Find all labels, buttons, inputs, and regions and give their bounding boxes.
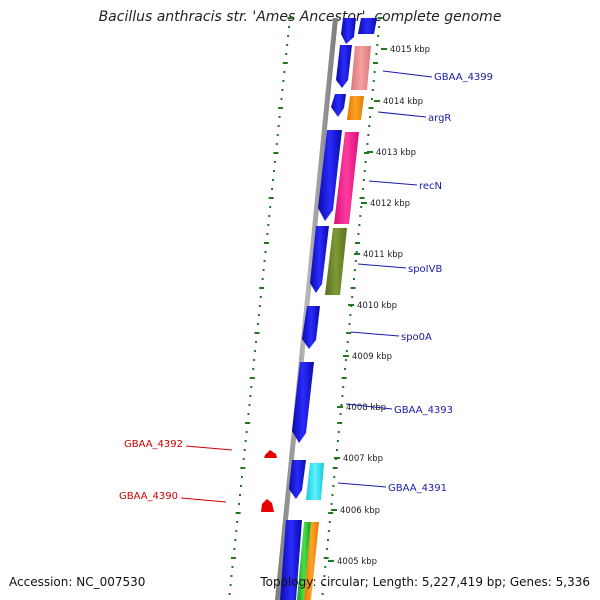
gene-label: GBAA_4391	[388, 483, 447, 494]
cog-block	[347, 96, 364, 120]
cog-category-track	[297, 18, 377, 600]
gene-label: argR	[428, 113, 451, 124]
label-leader-line	[368, 180, 418, 186]
forward-gene-arrow	[280, 520, 302, 600]
reverse-gene-arrow	[261, 499, 274, 512]
gene-label: GBAA_4392	[124, 439, 183, 450]
ruler-label: 4010 kbp	[357, 301, 397, 311]
cog-block	[304, 522, 319, 600]
map-title: Bacillus anthracis str. 'Ames Ancestor',…	[98, 9, 502, 25]
sequence-ruler: 4015 kbp 4014 kbp 4013 kbp 4012 kbp 4011 kbp…	[328, 45, 430, 567]
label-leader-line	[185, 445, 233, 451]
reverse-gene-arrow	[264, 450, 277, 458]
ruler-label: 4005 kbp	[337, 557, 377, 567]
forward-gene-arrow	[289, 460, 306, 499]
ruler-label: 4008 kbp	[346, 403, 386, 413]
label-leader-line	[337, 482, 387, 488]
ruler-label: 4013 kbp	[376, 148, 416, 158]
accession-label: Accession: NC_007530	[9, 575, 146, 589]
backbone-line	[275, 18, 338, 600]
label-leader-line	[357, 263, 407, 269]
cog-block	[358, 18, 377, 34]
label-leader-line	[382, 70, 433, 78]
ruler-label: 4012 kbp	[370, 199, 410, 209]
label-leader-line	[350, 331, 400, 337]
reverse-strand-features	[261, 450, 277, 512]
gene-labels: GBAA_4399 argR recN spoIVB spo0A GBAA_4393 GBA…	[119, 70, 493, 503]
forward-strand-features	[280, 18, 356, 600]
label-leader-line	[180, 497, 227, 503]
cog-block	[334, 132, 359, 224]
label-leader-line	[377, 111, 427, 118]
ruler-label: 4007 kbp	[343, 454, 383, 464]
gene-label: GBAA_4399	[434, 72, 493, 83]
forward-gene-arrow	[310, 226, 329, 293]
forward-gene-arrow	[336, 45, 352, 88]
ruler-label: 4015 kbp	[390, 45, 430, 55]
ruler-label: 4014 kbp	[383, 97, 423, 107]
forward-gene-arrow	[302, 306, 320, 349]
gene-label: GBAA_4393	[394, 405, 453, 416]
gene-label: GBAA_4390	[119, 491, 178, 502]
forward-gene-arrow	[292, 362, 314, 443]
forward-gene-arrow	[318, 130, 342, 221]
cog-block	[297, 522, 311, 600]
ruler-label: 4011 kbp	[363, 250, 403, 260]
label-leader-line	[345, 403, 393, 410]
gc-content-track	[228, 17, 383, 595]
forward-gene-arrow	[341, 18, 356, 44]
gene-label: spo0A	[401, 332, 432, 343]
cog-block	[351, 46, 371, 90]
ruler-label: 4009 kbp	[352, 352, 392, 362]
forward-gene-arrow	[331, 94, 346, 117]
genome-summary: Topology: circular; Length: 5,227,419 bp…	[260, 575, 590, 589]
cog-block	[325, 228, 347, 295]
gene-label: spoIVB	[408, 264, 442, 275]
cog-block	[306, 463, 324, 500]
gene-label: recN	[419, 181, 442, 192]
ruler-label: 4006 kbp	[340, 506, 380, 516]
